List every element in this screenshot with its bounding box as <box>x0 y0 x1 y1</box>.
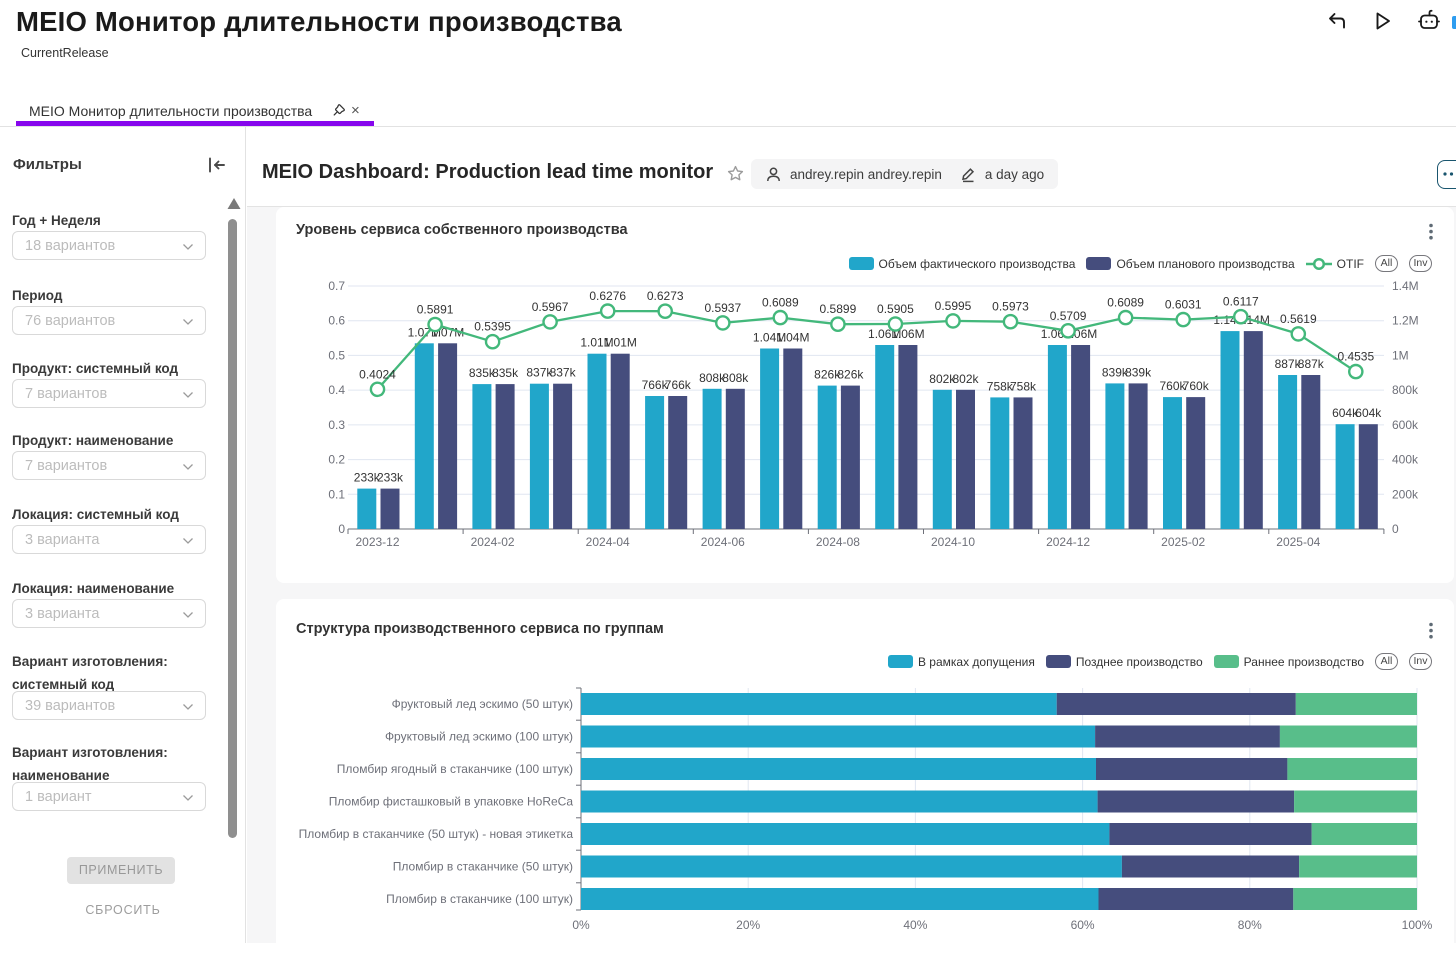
svg-text:2024-04: 2024-04 <box>586 535 630 549</box>
svg-text:0.5967: 0.5967 <box>532 300 569 314</box>
svg-text:0.5995: 0.5995 <box>935 299 972 313</box>
svg-text:400k: 400k <box>1392 453 1419 467</box>
svg-text:808k: 808k <box>699 371 726 385</box>
svg-text:233k: 233k <box>354 471 381 485</box>
svg-text:Фруктовый лед эскимо (100 штук: Фруктовый лед эскимо (100 штук) <box>385 730 573 744</box>
svg-text:0.5973: 0.5973 <box>992 300 1029 314</box>
svg-text:Пломбир в стаканчике (100 штук: Пломбир в стаканчике (100 штук) <box>386 892 573 906</box>
svg-text:2024-12: 2024-12 <box>1046 535 1090 549</box>
svg-text:758k: 758k <box>1010 379 1037 393</box>
svg-text:2023-12: 2023-12 <box>355 535 399 549</box>
svg-text:0.5937: 0.5937 <box>704 301 741 315</box>
svg-text:802k: 802k <box>929 372 956 386</box>
svg-text:1.04M: 1.04M <box>776 331 809 345</box>
svg-text:0.3: 0.3 <box>328 418 345 432</box>
svg-text:0%: 0% <box>572 918 590 932</box>
svg-text:0.5395: 0.5395 <box>474 320 511 334</box>
svg-text:20%: 20% <box>736 918 760 932</box>
svg-text:0.5: 0.5 <box>328 348 345 362</box>
svg-text:2025-04: 2025-04 <box>1276 535 1320 549</box>
svg-text:Пломбир фисташковый в упаковке: Пломбир фисташковый в упаковке HoReCa <box>329 795 574 809</box>
svg-text:0.6117: 0.6117 <box>1223 295 1259 309</box>
svg-text:826k: 826k <box>837 368 864 382</box>
svg-text:766k: 766k <box>642 378 669 392</box>
svg-text:0: 0 <box>1392 522 1399 536</box>
svg-text:1.04M: 1.04M <box>753 331 786 345</box>
svg-text:887k: 887k <box>1275 357 1302 371</box>
svg-text:604k: 604k <box>1332 406 1359 420</box>
svg-text:0.6031: 0.6031 <box>1165 298 1202 312</box>
svg-text:0.6276: 0.6276 <box>589 289 626 303</box>
svg-text:1.01M: 1.01M <box>604 336 637 350</box>
svg-text:839k: 839k <box>1102 365 1129 379</box>
svg-text:887k: 887k <box>1298 357 1325 371</box>
svg-text:2025-02: 2025-02 <box>1161 535 1205 549</box>
svg-text:0.2: 0.2 <box>328 453 345 467</box>
svg-text:604k: 604k <box>1355 406 1382 420</box>
svg-text:826k: 826k <box>814 368 841 382</box>
svg-text:2024-10: 2024-10 <box>931 535 975 549</box>
svg-text:0.5899: 0.5899 <box>820 302 857 316</box>
svg-text:0.4: 0.4 <box>328 383 345 397</box>
svg-text:2024-06: 2024-06 <box>701 535 745 549</box>
svg-text:Фруктовый лед эскимо (50 штук): Фруктовый лед эскимо (50 штук) <box>392 697 573 711</box>
svg-text:80%: 80% <box>1238 918 1262 932</box>
svg-text:1M: 1M <box>1392 348 1409 362</box>
svg-text:800k: 800k <box>1392 383 1419 397</box>
svg-text:0.1: 0.1 <box>328 487 345 501</box>
svg-text:2024-08: 2024-08 <box>816 535 860 549</box>
svg-text:0.5891: 0.5891 <box>417 303 454 317</box>
svg-text:0.6089: 0.6089 <box>1107 296 1144 310</box>
svg-text:1.4M: 1.4M <box>1392 279 1419 293</box>
svg-text:839k: 839k <box>1125 365 1152 379</box>
svg-text:0.7: 0.7 <box>328 279 345 293</box>
svg-text:0: 0 <box>338 522 345 536</box>
svg-text:835k: 835k <box>469 366 496 380</box>
svg-text:1.01M: 1.01M <box>580 336 613 350</box>
svg-text:766k: 766k <box>665 378 692 392</box>
svg-text:760k: 760k <box>1159 379 1186 393</box>
svg-text:837k: 837k <box>526 366 553 380</box>
svg-text:60%: 60% <box>1071 918 1095 932</box>
svg-text:0.5619: 0.5619 <box>1280 312 1317 326</box>
svg-text:1.2M: 1.2M <box>1392 314 1419 328</box>
svg-text:808k: 808k <box>722 371 749 385</box>
svg-text:0.6273: 0.6273 <box>647 289 684 303</box>
svg-text:0.4024: 0.4024 <box>359 367 396 381</box>
svg-text:802k: 802k <box>952 372 979 386</box>
svg-text:0.5905: 0.5905 <box>877 302 914 316</box>
svg-text:Пломбир в стаканчике (50 штук): Пломбир в стаканчике (50 штук) <box>393 860 573 874</box>
svg-text:837k: 837k <box>550 366 577 380</box>
svg-text:758k: 758k <box>987 379 1014 393</box>
svg-text:Пломбир в стаканчике (50 штук): Пломбир в стаканчике (50 штук) - новая э… <box>299 827 574 841</box>
svg-text:600k: 600k <box>1392 418 1419 432</box>
svg-text:835k: 835k <box>492 366 519 380</box>
svg-text:760k: 760k <box>1183 379 1210 393</box>
svg-text:200k: 200k <box>1392 487 1419 501</box>
svg-text:Пломбир ягодный в стаканчике (: Пломбир ягодный в стаканчике (100 штук) <box>337 762 573 776</box>
svg-text:0.4535: 0.4535 <box>1337 350 1374 364</box>
svg-text:233k: 233k <box>377 471 404 485</box>
svg-text:100%: 100% <box>1402 918 1433 932</box>
svg-text:0.5709: 0.5709 <box>1050 309 1087 323</box>
svg-text:2024-02: 2024-02 <box>471 535 515 549</box>
svg-text:40%: 40% <box>903 918 927 932</box>
svg-text:0.6: 0.6 <box>328 314 345 328</box>
svg-text:0.6089: 0.6089 <box>762 296 799 310</box>
